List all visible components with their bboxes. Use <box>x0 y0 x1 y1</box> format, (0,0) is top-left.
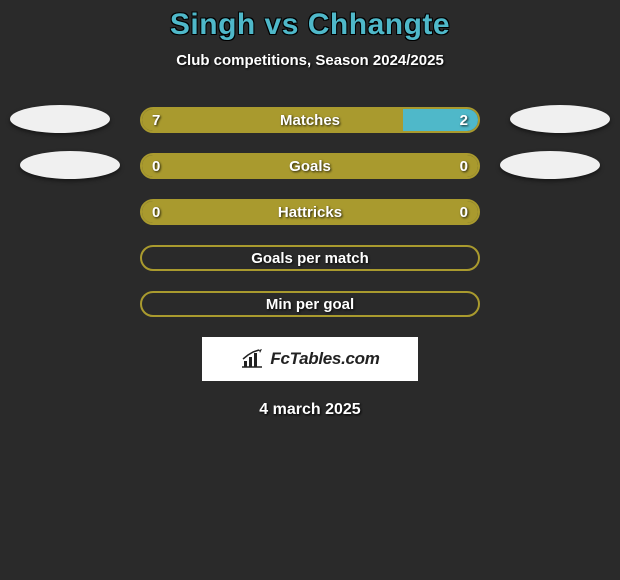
player-right-avatar <box>510 105 610 133</box>
player-right-avatar <box>500 151 600 179</box>
bar-chart-icon <box>240 349 264 369</box>
player-left-avatar <box>10 105 110 133</box>
stats-section: 72Matches 00Goals 00Hattricks Goals per mat… <box>0 107 620 317</box>
stat-bar: 00Hattricks <box>140 199 480 225</box>
stat-label: Hattricks <box>142 201 478 223</box>
stat-bar: Min per goal <box>140 291 480 317</box>
stat-row: 00Goals <box>0 153 620 179</box>
stat-row: 72Matches <box>0 107 620 133</box>
stat-row: Min per goal <box>0 291 620 317</box>
page-title: Singh vs Chhangte <box>0 8 620 42</box>
logo-text: FcTables.com <box>270 349 379 369</box>
stat-label: Goals per match <box>142 247 478 269</box>
stat-bar: 00Goals <box>140 153 480 179</box>
stat-bar: 72Matches <box>140 107 480 133</box>
subtitle: Club competitions, Season 2024/2025 <box>0 52 620 69</box>
logo-box: FcTables.com <box>202 337 418 381</box>
stat-bar: Goals per match <box>140 245 480 271</box>
stat-row: 00Hattricks <box>0 199 620 225</box>
date-label: 4 march 2025 <box>0 401 620 419</box>
stat-row: Goals per match <box>0 245 620 271</box>
player-left-avatar <box>20 151 120 179</box>
comparison-infographic: Singh vs Chhangte Club competitions, Sea… <box>0 0 620 580</box>
stat-label: Min per goal <box>142 293 478 315</box>
stat-label: Matches <box>142 109 478 131</box>
stat-label: Goals <box>142 155 478 177</box>
